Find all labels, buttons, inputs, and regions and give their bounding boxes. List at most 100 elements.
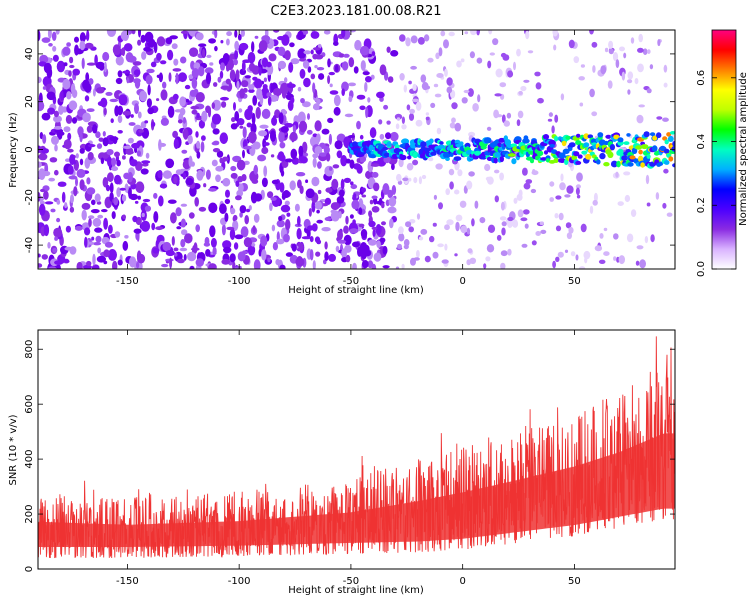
noise-speckle [266,61,272,68]
signal-mark [629,155,636,160]
signal-mark [445,157,450,161]
noise-speckle [133,69,141,76]
noise-speckle [67,165,74,175]
noise-speckle [207,106,212,118]
noise-speckle [38,263,43,268]
noise-speckle [110,118,114,124]
noise-speckle [170,212,177,224]
noise-speckle [327,117,334,124]
noise-speckle [145,152,150,159]
noise-speckle [226,226,235,231]
signal-mark [635,145,643,150]
noise-speckle [263,77,267,83]
noise-speckle [156,36,166,47]
noise-speckle [103,217,108,230]
noise-speckle [169,257,173,269]
noise-speckle [451,117,456,123]
noise-speckle [87,144,96,148]
signal-mark [671,145,675,152]
noise-speckle [389,218,394,229]
noise-speckle [253,213,260,223]
noise-speckle [298,120,308,133]
noise-speckle [487,224,496,233]
noise-speckle [253,259,261,269]
noise-speckle [401,116,405,124]
noise-speckle [179,96,186,107]
noise-speckle [255,106,261,119]
noise-speckle [196,151,201,159]
noise-speckle [270,154,275,158]
noise-speckle [72,68,80,76]
noise-speckle [359,155,367,163]
noise-speckle [564,249,569,253]
noise-speckle [513,197,518,204]
noise-speckle [259,124,269,129]
noise-speckle [119,187,126,191]
noise-speckle [443,39,449,49]
noise-speckle [165,249,175,257]
noise-speckle [647,49,651,54]
noise-speckle [370,163,380,167]
noise-speckle [427,57,434,63]
noise-speckle [108,224,113,234]
snr-core-band [38,433,675,547]
noise-speckle [128,122,136,126]
noise-speckle [120,30,130,41]
noise-speckle [328,133,332,145]
noise-speckle [215,165,224,172]
chart-title: C2E3.2023.181.00.08.R21 [270,4,441,19]
noise-speckle [312,133,318,138]
signal-mark [453,156,462,162]
noise-speckle [303,77,311,88]
signal-mark [558,157,566,163]
noise-speckle [258,248,262,257]
noise-speckle [195,92,205,103]
noise-speckle [523,182,531,190]
noise-speckle [277,46,286,56]
noise-speckle [507,216,514,222]
noise-speckle [415,119,423,127]
noise-speckle [273,115,277,120]
noise-speckle [644,236,649,244]
noise-speckle [230,165,237,172]
noise-speckle [593,192,598,203]
noise-speckle [171,43,178,50]
noise-speckle [463,89,470,94]
noise-speckle [566,232,573,240]
noise-speckle [348,95,353,103]
noise-speckle [279,142,286,149]
noise-speckle [484,163,491,172]
signal-mark [542,134,550,140]
noise-speckle [248,205,252,211]
noise-speckle [52,247,58,253]
noise-speckle [297,86,302,92]
signal-mark [577,154,583,159]
noise-speckle [103,260,108,265]
noise-speckle [314,201,322,210]
noise-speckle [396,117,401,121]
spectrogram-x-label: Height of straight line (km) [288,285,424,296]
noise-speckle [446,219,454,226]
signal-mark [459,141,464,146]
noise-speckle [136,261,140,269]
noise-speckle [289,180,296,191]
colorbar-frame [711,29,737,270]
signal-mark [672,163,675,168]
noise-speckle [285,252,293,257]
noise-speckle [280,125,289,133]
noise-speckle [369,199,374,205]
signal-mark [613,134,620,140]
noise-speckle [613,233,619,240]
noise-speckle [636,114,644,124]
noise-speckle [204,67,214,74]
noise-speckle [242,149,245,159]
noise-speckle [312,157,317,168]
noise-speckle [221,258,230,265]
noise-speckle [361,260,369,269]
noise-speckle [598,259,606,264]
noise-speckle [38,253,41,258]
signal-mark [536,150,544,157]
noise-speckle [41,254,48,260]
noise-speckle [613,256,617,261]
noise-speckle [279,264,286,269]
